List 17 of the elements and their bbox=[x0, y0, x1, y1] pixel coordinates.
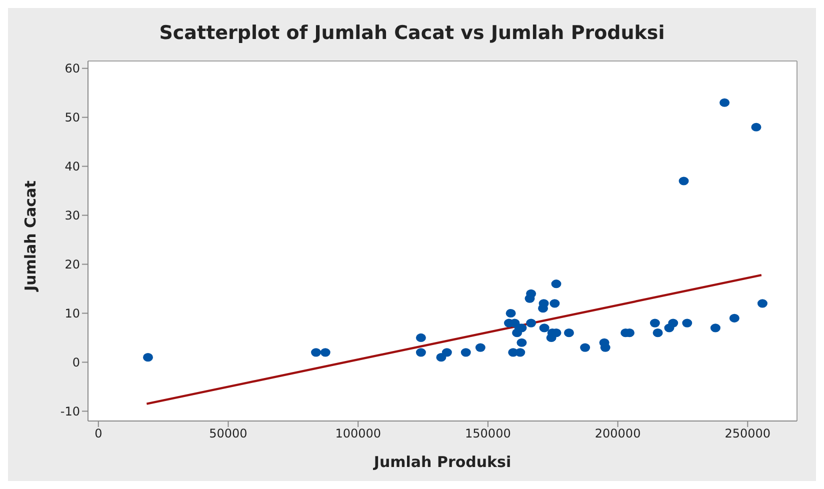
y-axis-title: Jumlah Cacat bbox=[21, 180, 40, 292]
y-tick-label: 40 bbox=[64, 160, 80, 174]
x-tick-label: 200000 bbox=[594, 426, 641, 441]
x-tick-label: 100000 bbox=[335, 426, 381, 441]
y-tick-label: -10 bbox=[60, 404, 80, 418]
y-tick-label: 50 bbox=[64, 110, 80, 125]
x-tick-label: 50000 bbox=[209, 426, 248, 441]
x-tick-label: 150000 bbox=[465, 426, 511, 441]
y-tick-label: 60 bbox=[64, 62, 80, 76]
y-tick-label: 30 bbox=[64, 208, 80, 223]
y-tick-label: 0 bbox=[72, 355, 80, 370]
y-tick-label: 20 bbox=[64, 258, 80, 272]
y-tick-label: 10 bbox=[64, 306, 80, 321]
x-axis-title: Jumlah Produksi bbox=[372, 453, 512, 471]
x-tick-label: 250000 bbox=[724, 426, 771, 441]
x-tick-label: 0 bbox=[94, 426, 102, 441]
chart-title: Scatterplot of Jumlah Cacat vs Jumlah Produksi bbox=[158, 21, 666, 46]
